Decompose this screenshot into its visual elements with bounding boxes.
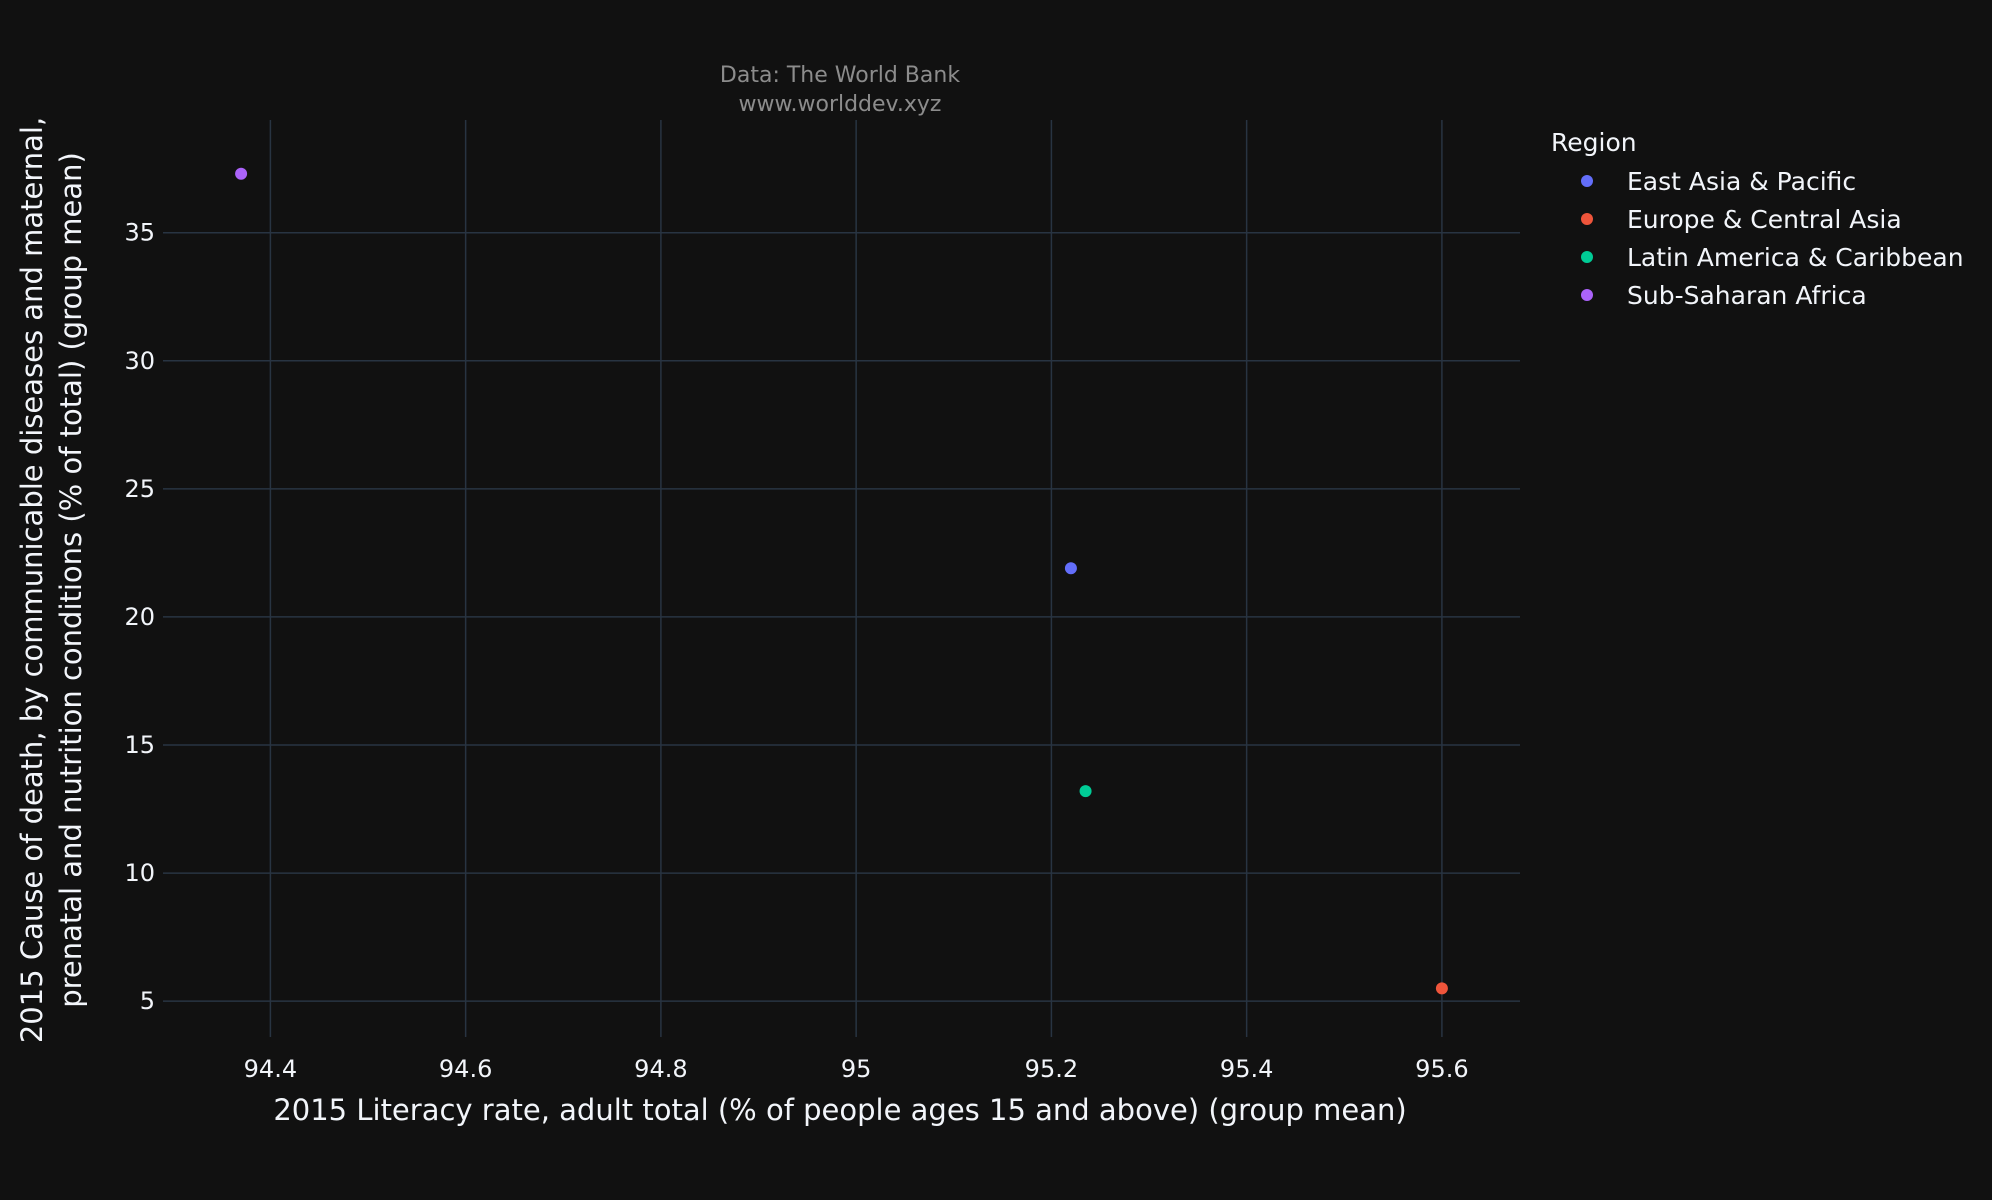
legend-marker <box>1581 175 1593 187</box>
data-points <box>235 167 1448 995</box>
x-axis-title: 2015 Literacy rate, adult total (% of pe… <box>273 1093 1406 1127</box>
legend-marker <box>1581 289 1593 301</box>
x-tick-label: 95.2 <box>1025 1055 1078 1083</box>
grid <box>163 120 1520 1037</box>
legend-item[interactable]: Latin America & Caribbean <box>1581 243 1964 272</box>
y-tick-label: 20 <box>124 603 155 631</box>
legend-label: Latin America & Caribbean <box>1627 243 1964 272</box>
y-tick-label: 25 <box>124 475 155 503</box>
x-axis-ticks: 94.4 94.6 94.8 95 95.2 95.4 95.6 <box>244 1055 1469 1083</box>
y-tick-label: 5 <box>140 987 155 1015</box>
legend-marker <box>1581 251 1593 263</box>
y-tick-label: 35 <box>124 219 155 247</box>
chart-subtitle-line-2: www.worlddev.xyz <box>739 92 942 117</box>
y-axis-title-line-1: 2015 Cause of death, by communicable dis… <box>15 117 49 1043</box>
x-tick-label: 95 <box>841 1055 872 1083</box>
legend-label: Sub-Saharan Africa <box>1627 281 1867 310</box>
x-tick-label: 94.4 <box>244 1055 297 1083</box>
y-axis-ticks: 5 10 15 20 25 30 35 <box>124 219 155 1015</box>
legend-item[interactable]: Europe & Central Asia <box>1581 205 1902 234</box>
legend-title: Region <box>1551 128 1637 157</box>
legend-label: East Asia & Pacific <box>1627 167 1856 196</box>
legend: Region East Asia & Pacific Europe & Centr… <box>1551 128 1964 310</box>
x-tick-label: 95.4 <box>1220 1055 1273 1083</box>
y-axis-title-line-2: prenatal and nutrition conditions (% of … <box>54 152 88 1008</box>
data-point-sub-saharan-africa <box>235 167 248 180</box>
y-tick-label: 30 <box>124 347 155 375</box>
y-tick-label: 15 <box>124 731 155 759</box>
legend-label: Europe & Central Asia <box>1627 205 1902 234</box>
x-tick-label: 95.6 <box>1415 1055 1468 1083</box>
legend-item[interactable]: East Asia & Pacific <box>1581 167 1856 196</box>
data-point-latin-america-caribbean <box>1079 785 1092 798</box>
y-tick-label: 10 <box>124 859 155 887</box>
x-tick-label: 94.8 <box>634 1055 687 1083</box>
x-tick-label: 94.6 <box>439 1055 492 1083</box>
chart-subtitle-line-1: Data: The World Bank <box>720 63 960 88</box>
data-point-europe-central-asia <box>1435 982 1448 995</box>
legend-marker <box>1581 213 1593 225</box>
legend-item[interactable]: Sub-Saharan Africa <box>1581 281 1867 310</box>
data-point-east-asia-pacific <box>1064 562 1077 575</box>
